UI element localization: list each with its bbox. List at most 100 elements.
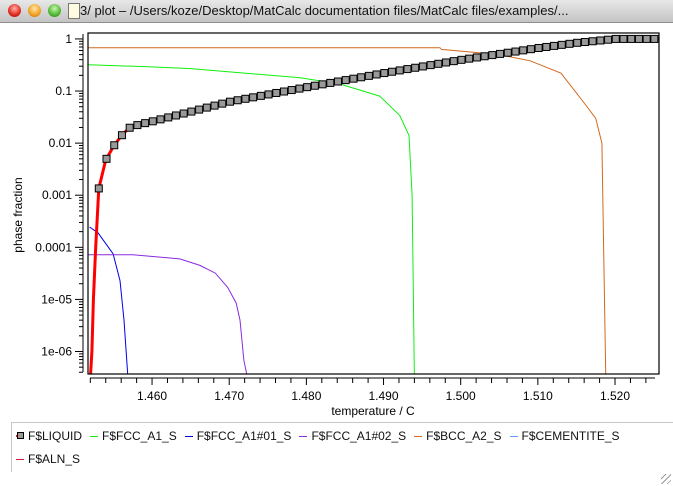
liquid-data-marker <box>272 88 281 97</box>
liquid-data-marker <box>218 99 227 108</box>
liquid-data-marker <box>148 117 157 126</box>
liquid-data-marker <box>110 141 119 150</box>
liquid-data-marker <box>434 59 443 68</box>
liquid-data-marker <box>596 36 605 45</box>
window-title: 3/ plot – /Users/koze/Desktop/MatCalc do… <box>80 3 569 18</box>
liquid-data-marker <box>542 42 551 51</box>
liquid-data-marker <box>442 58 451 67</box>
legend-item-f-fcc-a1-s: F$FCC_A1_S <box>90 429 177 443</box>
liquid-data-marker <box>164 113 173 122</box>
legend-label: F$BCC_A2_S <box>426 429 502 443</box>
liquid-data-marker <box>403 65 412 74</box>
y-tick-label: 0.1 <box>55 84 72 98</box>
liquid-data-marker <box>604 35 613 44</box>
liquid-data-marker <box>102 154 111 163</box>
liquid-data-marker <box>156 115 165 124</box>
liquid-data-marker <box>634 34 643 43</box>
liquid-data-marker <box>357 73 366 82</box>
liquid-data-marker <box>619 34 628 43</box>
x-tick-label: 1.470 <box>214 389 244 403</box>
liquid-data-marker <box>334 77 343 86</box>
liquid-data-marker <box>372 70 381 79</box>
liquid-data-marker <box>210 101 219 110</box>
liquid-data-marker <box>295 84 304 93</box>
liquid-data-marker <box>449 57 458 66</box>
legend-item-f-fcc-a1-01-s: F$FCC_A1#01_S <box>184 429 292 443</box>
liquid-data-marker <box>511 47 520 56</box>
square-marker-icon <box>17 432 24 439</box>
liquid-data-marker <box>627 34 636 43</box>
y-tick-label: 1 <box>65 32 72 46</box>
liquid-data-marker <box>171 111 180 120</box>
legend-label: F$FCC_A1#02_S <box>311 429 407 443</box>
legend-label: F$ALN_S <box>28 452 81 466</box>
liquid-data-marker <box>395 66 404 75</box>
liquid-data-marker <box>642 34 651 43</box>
y-tick-label: 0.0001 <box>35 240 72 254</box>
liquid-data-marker <box>225 97 234 106</box>
y-tick-label: 0.01 <box>49 136 73 150</box>
legend-swatch <box>184 435 193 437</box>
y-axis-label: phase fraction <box>11 177 25 252</box>
liquid-data-marker <box>457 55 466 64</box>
liquid-data-marker <box>287 86 296 95</box>
liquid-data-marker <box>125 123 134 132</box>
liquid-data-marker <box>488 51 497 60</box>
liquid-data-marker <box>465 54 474 63</box>
close-button[interactable] <box>8 4 21 17</box>
legend-swatch <box>414 435 423 437</box>
minimize-button[interactable] <box>28 4 41 17</box>
liquid-data-marker <box>117 131 126 140</box>
liquid-data-marker <box>503 48 512 57</box>
liquid-data-marker <box>303 83 312 92</box>
x-tick-label: 1.510 <box>523 389 553 403</box>
x-axis-label: temperature / C <box>331 404 415 418</box>
legend-label: F$FCC_A1_S <box>102 429 177 443</box>
liquid-data-marker <box>388 67 397 76</box>
x-tick-label: 1.460 <box>137 389 167 403</box>
x-tick-label: 1.500 <box>446 389 476 403</box>
legend-label: F$FCC_A1#01_S <box>196 429 292 443</box>
legend-swatch <box>90 435 99 437</box>
liquid-data-marker <box>411 63 420 72</box>
liquid-data-marker <box>133 121 142 130</box>
x-tick-label: 1.520 <box>600 389 630 403</box>
x-tick-label: 1.490 <box>369 389 399 403</box>
liquid-data-marker <box>187 107 196 116</box>
liquid-data-marker <box>550 41 559 50</box>
legend-swatch <box>16 432 24 439</box>
legend-item-f-fcc-a1-02-s: F$FCC_A1#02_S <box>299 429 406 443</box>
title-bar: 3/ plot – /Users/koze/Desktop/MatCalc do… <box>0 0 673 23</box>
liquid-data-marker <box>94 184 103 193</box>
liquid-data-marker <box>202 103 211 112</box>
y-tick-label: 1e-05 <box>41 292 72 306</box>
zoom-button[interactable] <box>48 4 61 17</box>
resize-grip[interactable] <box>661 474 671 484</box>
y-tick-label: 1e-06 <box>41 345 72 359</box>
liquid-data-marker <box>195 105 204 114</box>
liquid-data-marker <box>233 96 242 105</box>
liquid-data-marker <box>557 40 566 49</box>
liquid-data-marker <box>565 39 574 48</box>
liquid-data-marker <box>341 76 350 85</box>
series-line-f-fcc-a1-s <box>88 64 415 374</box>
liquid-data-marker <box>426 61 435 70</box>
legend-swatch <box>16 458 24 460</box>
liquid-data-marker <box>588 37 597 46</box>
document-icon <box>68 3 80 19</box>
liquid-data-marker <box>141 119 150 128</box>
liquid-data-marker <box>279 87 288 96</box>
legend-swatch <box>509 435 518 437</box>
liquid-data-marker <box>380 69 389 78</box>
legend-item-f-liquid: F$LIQUID <box>16 429 82 443</box>
legend-label: F$CEMENTITE_S <box>521 429 620 443</box>
liquid-data-marker <box>349 74 358 83</box>
liquid-data-marker <box>318 80 327 89</box>
liquid-data-marker <box>418 62 427 71</box>
liquid-data-marker <box>326 78 335 87</box>
plot-frame <box>87 32 660 375</box>
y-tick-label: 0.001 <box>42 188 72 202</box>
legend-item-f-aln-s: F$ALN_S <box>16 452 80 466</box>
liquid-data-marker <box>573 38 582 47</box>
liquid-data-marker <box>480 52 489 61</box>
